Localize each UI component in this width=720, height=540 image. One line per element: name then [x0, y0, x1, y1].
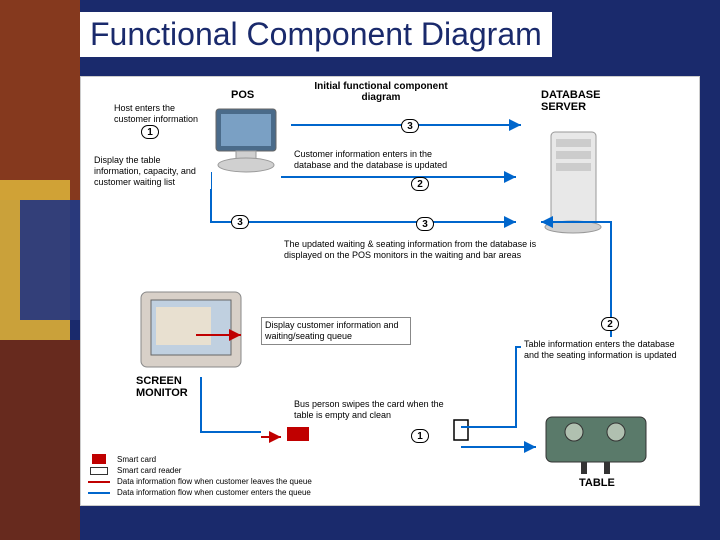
- flow-badge: 1: [141, 125, 159, 139]
- legend-label: Smart card reader: [117, 466, 181, 475]
- text-table_info: Table information enters the database an…: [521, 337, 691, 363]
- db-label: DATABASE SERVER: [541, 89, 621, 113]
- bg-block: [0, 340, 80, 540]
- flow-arrow: [211, 172, 516, 222]
- text-updated_wait: The updated waiting & seating informatio…: [281, 237, 541, 263]
- pos-label: POS: [231, 89, 254, 101]
- text-host_enters: Host enters the customer information: [111, 101, 206, 127]
- text-bus_person: Bus person swipes the card when the tabl…: [291, 397, 451, 423]
- screen-label: SCREEN MONITOR: [136, 375, 216, 399]
- legend-row: Data information flow when customer leav…: [87, 477, 312, 486]
- table-node: [536, 407, 656, 477]
- card-reader-icon: [453, 419, 471, 443]
- page-title: Functional Component Diagram: [80, 12, 552, 57]
- diagram-canvas: Initial functional component diagram POS…: [80, 76, 700, 506]
- legend-row: Data information flow when customer ente…: [87, 488, 312, 497]
- smart-card-icon: [287, 427, 309, 441]
- legend-label: Smart card: [117, 455, 156, 464]
- pos-node: [211, 107, 291, 177]
- screen-monitor-node: [136, 287, 246, 372]
- diagram-subtitle: Initial functional component diagram: [301, 81, 461, 103]
- legend-row: Smart card: [87, 454, 312, 464]
- legend-label: Data information flow when customer ente…: [117, 488, 311, 497]
- text-display_cust: Display customer information and waiting…: [261, 317, 411, 345]
- legend: Smart card Smart card reader Data informat…: [87, 454, 312, 499]
- bg-block: [20, 200, 80, 320]
- legend-label: Data information flow when customer leav…: [117, 477, 312, 486]
- flow-badge: 3: [231, 215, 249, 229]
- text-display_table: Display the table information, capacity,…: [91, 153, 211, 189]
- text-cust_info_db: Customer information enters in the datab…: [291, 147, 471, 173]
- flow-badge: 3: [401, 119, 419, 133]
- legend-swatch: [87, 454, 111, 464]
- flow-badge: 1: [411, 429, 429, 443]
- flow-badge: 2: [601, 317, 619, 331]
- flow-badge: 2: [411, 177, 429, 191]
- legend-row: Smart card reader: [87, 466, 312, 475]
- db-server-node: [541, 127, 611, 237]
- legend-swatch: [87, 481, 111, 483]
- flow-badge: 3: [416, 217, 434, 231]
- bg-block: [0, 0, 80, 200]
- legend-swatch: [87, 467, 111, 475]
- legend-swatch: [87, 492, 111, 494]
- table-label: TABLE: [579, 477, 615, 489]
